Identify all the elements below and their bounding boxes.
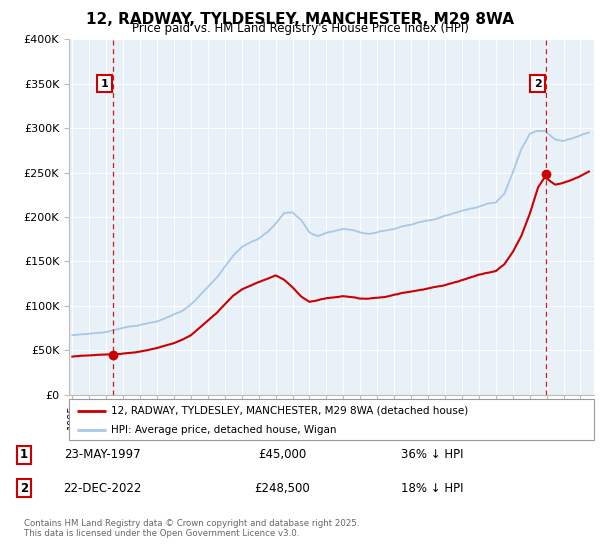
- Text: Price paid vs. HM Land Registry's House Price Index (HPI): Price paid vs. HM Land Registry's House …: [131, 22, 469, 35]
- Text: This data is licensed under the Open Government Licence v3.0.: This data is licensed under the Open Gov…: [24, 529, 299, 538]
- Text: 36% ↓ HPI: 36% ↓ HPI: [401, 448, 463, 461]
- Text: 12, RADWAY, TYLDESLEY, MANCHESTER, M29 8WA: 12, RADWAY, TYLDESLEY, MANCHESTER, M29 8…: [86, 12, 514, 27]
- Text: 1: 1: [20, 448, 28, 461]
- Text: Contains HM Land Registry data © Crown copyright and database right 2025.: Contains HM Land Registry data © Crown c…: [24, 519, 359, 528]
- Text: HPI: Average price, detached house, Wigan: HPI: Average price, detached house, Wiga…: [111, 424, 337, 435]
- Text: 23-MAY-1997: 23-MAY-1997: [64, 448, 140, 461]
- Text: 2: 2: [20, 482, 28, 495]
- Text: 22-DEC-2022: 22-DEC-2022: [63, 482, 141, 495]
- Text: £248,500: £248,500: [254, 482, 310, 495]
- Text: £45,000: £45,000: [258, 448, 306, 461]
- Text: 18% ↓ HPI: 18% ↓ HPI: [401, 482, 463, 495]
- Text: 12, RADWAY, TYLDESLEY, MANCHESTER, M29 8WA (detached house): 12, RADWAY, TYLDESLEY, MANCHESTER, M29 8…: [111, 405, 468, 416]
- Text: 1: 1: [101, 78, 108, 88]
- Text: 2: 2: [534, 78, 541, 88]
